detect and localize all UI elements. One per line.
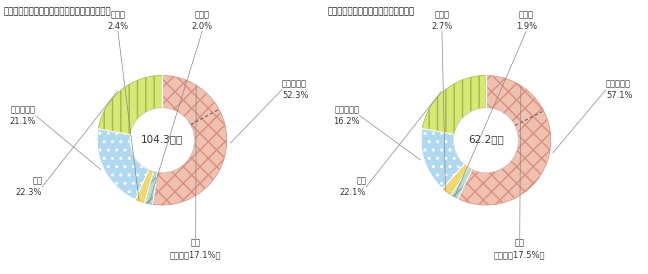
Text: 韓国
（全体の17.5%）: 韓国 （全体の17.5%） <box>494 239 546 259</box>
Text: 104.3億円: 104.3億円 <box>141 134 183 144</box>
Wedge shape <box>443 164 469 195</box>
Text: 韓国
（全体の17.1%）: 韓国 （全体の17.1%） <box>170 239 222 259</box>
Wedge shape <box>458 75 551 205</box>
Text: 中南米
2.7%: 中南米 2.7% <box>432 11 452 32</box>
Text: 【放送コンテンツの海外輸出額（輸出先別）】: 【放送コンテンツの海外輸出額（輸出先別）】 <box>3 7 111 16</box>
Text: 62.2億円: 62.2億円 <box>468 134 504 144</box>
Wedge shape <box>153 75 227 205</box>
Text: ヨーロッパ
21.1%: ヨーロッパ 21.1% <box>9 105 36 126</box>
Text: ヨーロッパ
16.2%: ヨーロッパ 16.2% <box>333 105 360 126</box>
Text: その他
2.0%: その他 2.0% <box>192 11 213 32</box>
Circle shape <box>454 108 518 173</box>
Text: アジア合計
57.1%: アジア合計 57.1% <box>606 79 632 100</box>
Wedge shape <box>98 75 163 135</box>
Text: アジア合計
52.3%: アジア合計 52.3% <box>282 79 308 100</box>
Text: 【番組放送権の輸出額（輸出先別）】: 【番組放送権の輸出額（輸出先別）】 <box>327 7 414 16</box>
Text: 中南米
2.4%: 中南米 2.4% <box>108 11 128 32</box>
Wedge shape <box>145 172 157 204</box>
Wedge shape <box>135 170 154 203</box>
Wedge shape <box>421 129 464 188</box>
Text: その他
1.9%: その他 1.9% <box>516 11 537 32</box>
Text: 北米
22.1%: 北米 22.1% <box>340 176 366 197</box>
Wedge shape <box>451 168 472 199</box>
Text: 北米
22.3%: 北米 22.3% <box>16 176 42 197</box>
Wedge shape <box>422 75 486 134</box>
Circle shape <box>130 108 194 173</box>
Wedge shape <box>97 129 149 199</box>
